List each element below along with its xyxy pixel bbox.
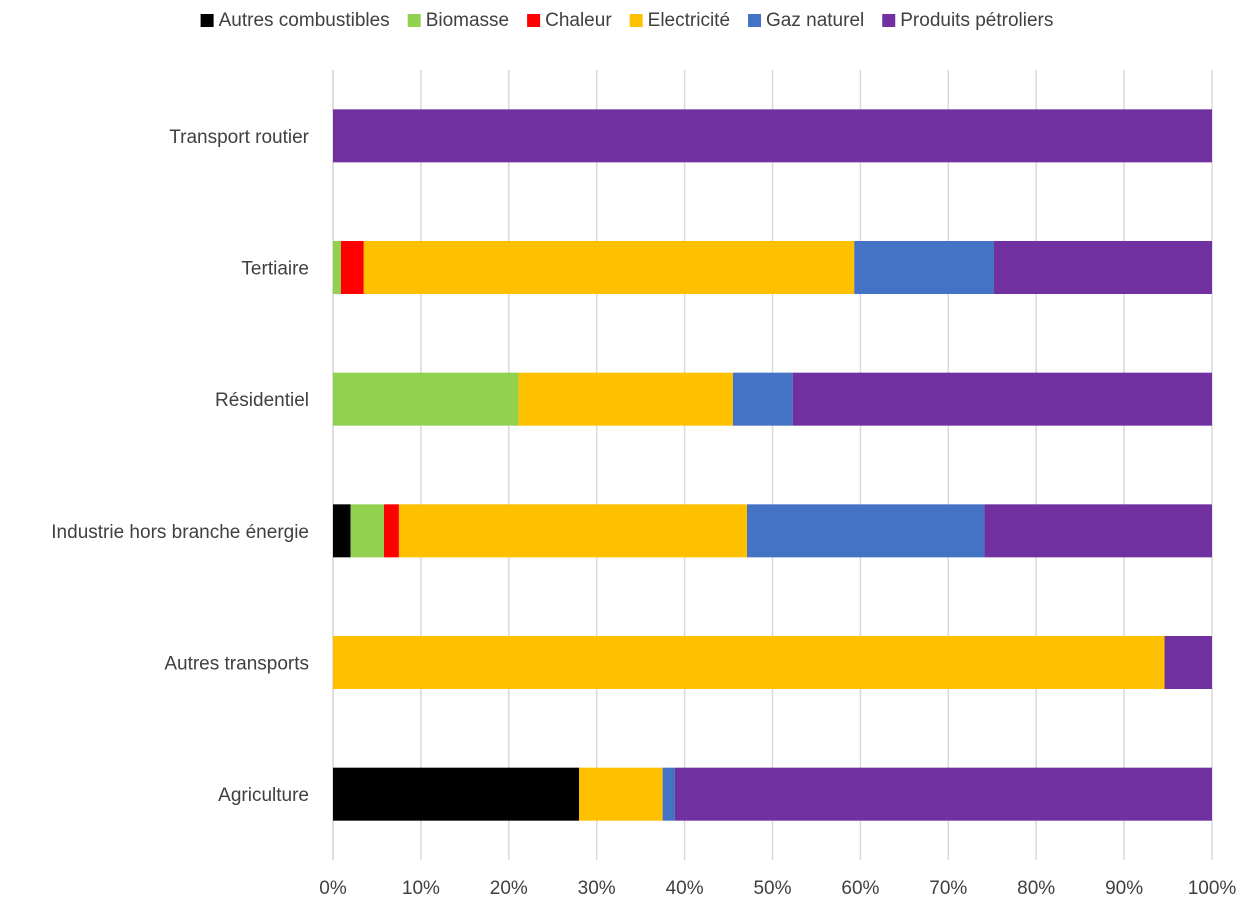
x-tick-label: 20%	[490, 878, 528, 899]
bar-segment-chaleur	[340, 241, 364, 294]
legend-label: Produits pétroliers	[900, 10, 1053, 31]
bar-segment-electricite	[518, 372, 733, 426]
category-label: Autres transports	[164, 654, 309, 675]
x-axis-ticks: 0% 10% 20% 30% 40% 50% 60% 70% 80% 90% 100%	[319, 878, 1236, 899]
legend-swatch	[629, 14, 643, 27]
category-label: Industrie hors branche énergie	[51, 522, 309, 543]
bar-segment-chaleur	[383, 504, 399, 558]
x-tick-label: 50%	[753, 878, 791, 899]
category-label: Résidentiel	[215, 390, 309, 411]
x-tick-label: 0%	[319, 878, 347, 899]
bar-segment-produits-petroliers	[674, 767, 1212, 821]
bar-segment-produits-petroliers	[1164, 636, 1212, 689]
bar-segment-gaz-naturel	[854, 241, 995, 294]
legend-swatch	[407, 14, 421, 27]
legend-label: Autres combustibles	[219, 10, 390, 31]
category-labels: Agriculture Autres transports Industrie ho…	[51, 127, 309, 806]
legend-swatch	[527, 14, 541, 27]
bar-segment-biomasse	[333, 241, 341, 294]
category-label: Transport routier	[169, 127, 309, 148]
bar-segment-produits-petroliers	[792, 372, 1212, 426]
bar-segment-autres-combustibles	[333, 767, 580, 821]
x-tick-label: 60%	[841, 878, 879, 899]
x-tick-label: 100%	[1188, 878, 1237, 899]
x-tick-label: 40%	[666, 878, 704, 899]
bar-segment-gaz-naturel	[662, 767, 675, 821]
legend: Autres combustibles Biomasse Chaleur Electr…	[200, 10, 1053, 31]
x-tick-label: 90%	[1105, 878, 1143, 899]
bar-segment-biomasse	[333, 372, 519, 426]
bar-segment-autres-combustibles	[333, 504, 351, 558]
category-label: Tertiaire	[241, 259, 309, 280]
bar-segment-gaz-naturel	[747, 504, 985, 558]
legend-item-produits-petroliers: Produits pétroliers	[882, 10, 1053, 31]
legend-label: Electricité	[648, 10, 730, 31]
legend-item-autres-combustibles: Autres combustibles	[200, 10, 390, 31]
legend-item-electricite: Electricité	[629, 10, 730, 31]
legend-swatch	[748, 14, 762, 27]
bar-segment-produits-petroliers	[333, 109, 1212, 163]
gridlines	[332, 70, 1213, 860]
bars	[333, 109, 1212, 821]
bar-segment-electricite	[398, 504, 748, 558]
legend-item-chaleur: Chaleur	[527, 10, 612, 31]
legend-label: Biomasse	[426, 10, 509, 31]
x-tick-label: 30%	[578, 878, 616, 899]
bar-segment-produits-petroliers	[984, 504, 1212, 558]
bar-segment-electricite	[333, 636, 1165, 689]
legend-item-gaz-naturel: Gaz naturel	[748, 10, 864, 31]
legend-item-biomasse: Biomasse	[407, 10, 509, 31]
legend-swatch	[882, 14, 896, 27]
x-tick-label: 80%	[1017, 878, 1055, 899]
x-tick-label: 10%	[402, 878, 440, 899]
legend-label: Gaz naturel	[766, 10, 864, 31]
bar-segment-produits-petroliers	[994, 241, 1212, 294]
x-tick-label: 70%	[929, 878, 967, 899]
bar-segment-electricite	[579, 767, 663, 821]
legend-swatch	[200, 14, 214, 27]
bar-segment-biomasse	[350, 504, 384, 558]
legend-label: Chaleur	[545, 10, 612, 31]
bar-segment-electricite	[363, 241, 855, 294]
category-label: Agriculture	[218, 785, 309, 806]
bar-segment-gaz-naturel	[732, 372, 793, 426]
